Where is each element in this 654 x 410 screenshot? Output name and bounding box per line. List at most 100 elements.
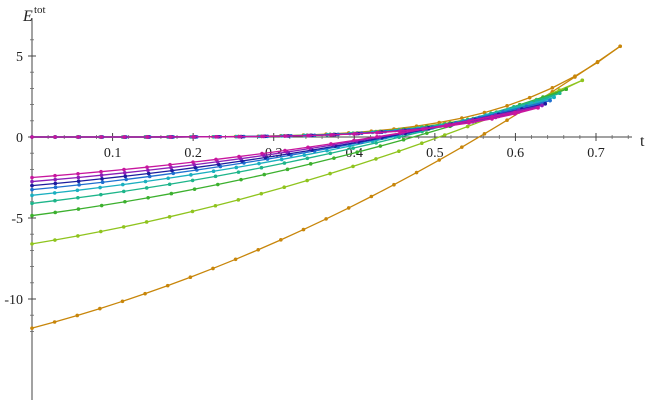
- data-point: [306, 133, 310, 138]
- data-point: [124, 177, 128, 182]
- data-point: [146, 171, 151, 176]
- data-point: [99, 135, 103, 139]
- data-point: [99, 173, 104, 177]
- data-point: [536, 106, 540, 110]
- data-point: [374, 141, 378, 145]
- data-point: [191, 160, 195, 164]
- data-point: [145, 135, 149, 139]
- series-1: [30, 44, 622, 330]
- x-tick-label: 0.6: [507, 146, 525, 161]
- data-point: [53, 173, 57, 178]
- data-point: [301, 227, 306, 232]
- data-point: [369, 194, 374, 199]
- data-point: [595, 60, 600, 65]
- data-point: [169, 191, 174, 196]
- data-point: [328, 151, 333, 156]
- data-point: [259, 191, 264, 196]
- data-point: [30, 242, 34, 246]
- data-point: [98, 229, 103, 234]
- data-point: [580, 78, 585, 83]
- svg-text:E: E: [22, 8, 33, 25]
- data-point: [193, 165, 198, 170]
- data-point: [505, 118, 509, 122]
- data-point: [99, 192, 103, 197]
- lower-branch-line: [31, 79, 583, 245]
- data-point: [325, 148, 329, 153]
- data-point: [146, 195, 150, 200]
- data-point: [211, 169, 216, 174]
- data-point: [444, 124, 448, 129]
- data-point: [30, 183, 34, 188]
- x-tick-label: 0.5: [426, 146, 444, 161]
- data-point: [122, 167, 126, 172]
- data-point: [30, 179, 34, 184]
- x-axis-label: t: [640, 133, 645, 150]
- data-point: [351, 164, 355, 169]
- x-tick-label: 0.2: [184, 146, 202, 161]
- data-point: [192, 187, 197, 191]
- data-point: [352, 132, 356, 136]
- data-point: [170, 168, 174, 173]
- data-point: [490, 117, 494, 121]
- data-point: [216, 182, 220, 187]
- data-point: [256, 247, 261, 252]
- data-point: [374, 157, 378, 161]
- curves: [30, 44, 622, 330]
- data-point: [302, 153, 307, 157]
- data-point: [123, 174, 128, 178]
- axes: 0.1 0.2 0.3 0.4 0.5 0.6 0.750-5-10: [4, 18, 632, 400]
- data-point: [53, 181, 58, 186]
- data-point: [437, 120, 442, 125]
- data-point: [233, 257, 238, 262]
- data-point: [76, 195, 80, 200]
- data-point: [283, 148, 287, 153]
- upper-branch-line: [32, 45, 621, 138]
- data-point: [214, 135, 218, 139]
- svg-text:tot: tot: [34, 4, 46, 16]
- data-point: [76, 135, 80, 139]
- data-point: [169, 165, 173, 170]
- data-point: [98, 306, 102, 311]
- data-point: [420, 141, 424, 146]
- data-point: [120, 299, 125, 304]
- data-point: [123, 199, 127, 204]
- data-point: [171, 171, 176, 176]
- data-point: [279, 157, 284, 162]
- data-point: [513, 112, 517, 116]
- data-point: [121, 225, 126, 229]
- x-tick-label: 0.7: [587, 146, 605, 161]
- data-point: [53, 198, 57, 203]
- data-point: [397, 149, 401, 153]
- data-point: [143, 291, 147, 296]
- series-9: [30, 106, 540, 180]
- data-point: [548, 98, 552, 103]
- data-point: [392, 182, 396, 187]
- data-point: [329, 142, 333, 146]
- data-point: [260, 134, 264, 139]
- data-point: [467, 121, 471, 125]
- data-point: [188, 275, 193, 280]
- data-point: [237, 154, 241, 159]
- data-point: [465, 124, 470, 129]
- data-point: [557, 91, 562, 96]
- upper-branch-line: [32, 92, 560, 138]
- data-point: [375, 135, 379, 139]
- data-point: [98, 185, 102, 190]
- data-point: [75, 313, 80, 318]
- y-axis-label: E tot: [22, 4, 46, 25]
- data-point: [30, 135, 34, 139]
- data-point: [166, 176, 170, 181]
- data-point: [550, 86, 555, 90]
- data-point: [237, 134, 241, 139]
- data-point: [213, 203, 218, 208]
- data-point: [482, 132, 487, 136]
- data-point: [401, 137, 406, 142]
- data-point: [30, 175, 34, 180]
- data-point: [308, 162, 313, 166]
- data-point: [146, 168, 150, 173]
- data-point: [76, 179, 81, 184]
- data-point: [145, 165, 149, 169]
- data-point: [305, 178, 309, 183]
- data-point: [239, 177, 243, 182]
- data-point: [346, 206, 351, 210]
